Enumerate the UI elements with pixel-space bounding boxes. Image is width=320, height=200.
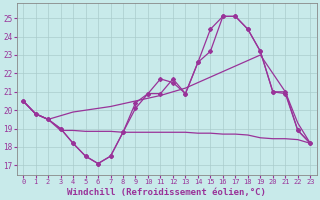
X-axis label: Windchill (Refroidissement éolien,°C): Windchill (Refroidissement éolien,°C)	[67, 188, 266, 197]
